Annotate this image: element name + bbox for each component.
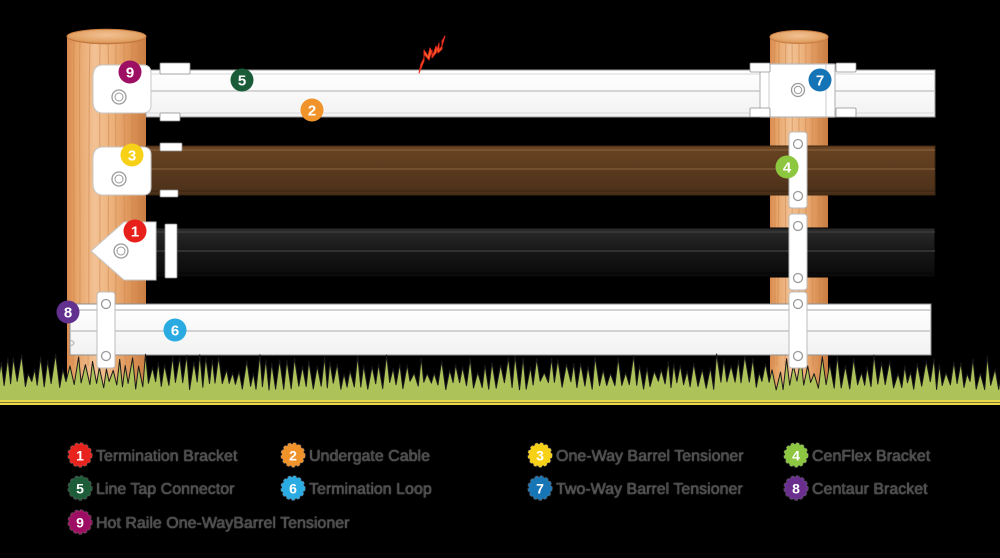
svg-text:2: 2 — [289, 448, 297, 464]
svg-text:Termination Bracket: Termination Bracket — [96, 448, 238, 465]
svg-text:Centaur Bracket: Centaur Bracket — [812, 481, 928, 498]
svg-text:7: 7 — [816, 73, 824, 90]
svg-text:8: 8 — [792, 481, 800, 497]
svg-text:One-Way Barrel Tensioner: One-Way Barrel Tensioner — [556, 448, 744, 465]
svg-text:Undergate Cable: Undergate Cable — [309, 448, 430, 465]
svg-text:CenFlex Bracket: CenFlex Bracket — [812, 448, 931, 465]
svg-text:3: 3 — [128, 148, 136, 165]
svg-text:6: 6 — [171, 323, 179, 340]
svg-text:3: 3 — [536, 448, 544, 464]
svg-text:1: 1 — [131, 224, 139, 241]
svg-text:4: 4 — [783, 160, 792, 177]
svg-text:2: 2 — [308, 103, 316, 120]
svg-text:6: 6 — [289, 481, 297, 497]
svg-text:9: 9 — [76, 515, 84, 531]
svg-text:5: 5 — [238, 73, 246, 90]
svg-text:9: 9 — [126, 65, 134, 82]
svg-text:Two-Way Barrel Tensioner: Two-Way Barrel Tensioner — [556, 481, 743, 498]
svg-text:Termination Loop: Termination Loop — [309, 481, 432, 498]
svg-text:5: 5 — [76, 481, 84, 497]
svg-text:7: 7 — [536, 481, 544, 497]
svg-text:Hot Raile One-WayBarrel Tensio: Hot Raile One-WayBarrel Tensioner — [96, 515, 350, 532]
svg-text:1: 1 — [76, 448, 84, 464]
svg-text:4: 4 — [792, 448, 800, 464]
svg-text:8: 8 — [64, 305, 72, 322]
svg-text:Line Tap Connector: Line Tap Connector — [96, 481, 235, 498]
